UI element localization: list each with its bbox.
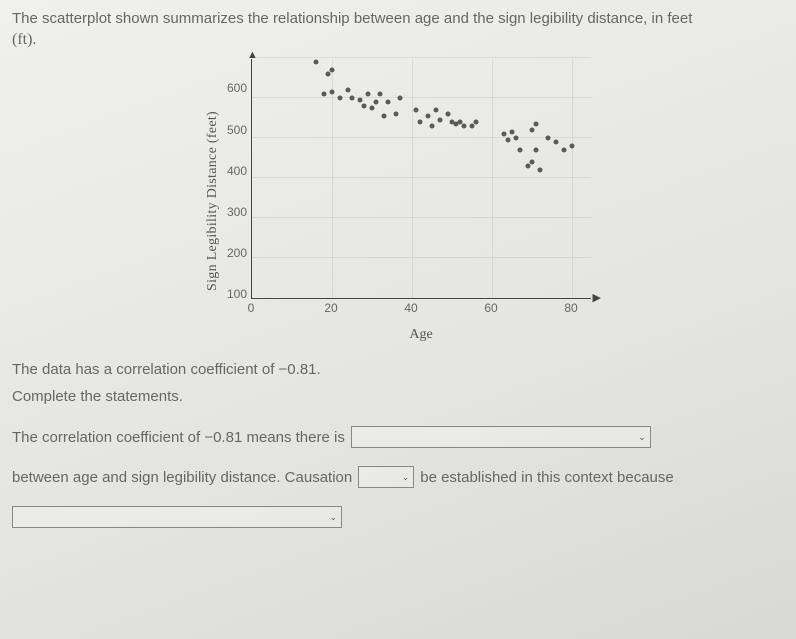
chevron-down-icon: ⌄ — [329, 512, 337, 523]
data-point — [530, 160, 535, 165]
data-point — [502, 132, 507, 137]
data-point — [370, 106, 375, 111]
data-point — [518, 148, 523, 153]
instruction-statement: Complete the statements. — [12, 386, 784, 409]
data-point — [554, 140, 559, 145]
data-point — [514, 136, 519, 141]
y-tick-label: 600 — [227, 81, 247, 95]
data-point — [562, 148, 567, 153]
sentence2-part-b: be established in this context because — [420, 469, 674, 486]
data-point — [338, 96, 343, 101]
y-tick-label: 500 — [227, 123, 247, 137]
y-axis-title: Sign Legibility Distance (feet) — [205, 111, 221, 291]
data-point — [546, 136, 551, 141]
gridline-h — [252, 177, 591, 178]
x-tick-label: 0 — [248, 301, 255, 315]
data-point — [382, 114, 387, 119]
select-causation[interactable]: ⌄ — [358, 466, 414, 488]
data-point — [474, 120, 479, 125]
y-tick-label: 100 — [227, 287, 247, 301]
statements-block: The data has a correlation coefficient o… — [12, 359, 784, 528]
select-reason[interactable]: ⌄ — [12, 506, 342, 528]
data-point — [462, 124, 467, 129]
data-point — [570, 144, 575, 149]
data-point — [510, 130, 515, 135]
data-point — [314, 60, 319, 65]
sentence2-part-a: between age and sign legibility distance… — [12, 469, 352, 486]
fill-row-1: The correlation coefficient of −0.81 mea… — [12, 426, 784, 448]
gridline-h — [252, 57, 591, 58]
data-point — [418, 120, 423, 125]
gridline-h — [252, 97, 591, 98]
data-point — [506, 138, 511, 143]
data-point — [350, 96, 355, 101]
data-point — [526, 164, 531, 169]
data-point — [330, 90, 335, 95]
gridline-h — [252, 217, 591, 218]
data-point — [430, 124, 435, 129]
data-point — [394, 112, 399, 117]
data-point — [434, 108, 439, 113]
data-point — [438, 118, 443, 123]
x-axis-ticks: 0 20 40 60 80 — [251, 299, 591, 313]
y-tick-label: 300 — [227, 205, 247, 219]
data-point — [426, 114, 431, 119]
coefficient-statement: The data has a correlation coefficient o… — [12, 359, 784, 382]
gridline-h — [252, 257, 591, 258]
data-point — [446, 112, 451, 117]
x-tick-label: 80 — [564, 301, 577, 315]
fill-row-2: between age and sign legibility distance… — [12, 466, 784, 488]
data-point — [386, 100, 391, 105]
data-point — [346, 88, 351, 93]
data-point — [398, 96, 403, 101]
gridline-v — [572, 59, 573, 298]
data-point — [534, 148, 539, 153]
gridline-v — [332, 59, 333, 298]
scatter-chart: Sign Legibility Distance (feet) 60050040… — [12, 59, 784, 343]
x-axis-arrow-icon: ▶ — [593, 291, 601, 304]
data-point — [374, 100, 379, 105]
data-point — [378, 92, 383, 97]
data-point — [326, 72, 331, 77]
data-point — [470, 124, 475, 129]
x-tick-label: 20 — [324, 301, 337, 315]
data-point — [366, 92, 371, 97]
data-point — [358, 98, 363, 103]
y-axis-arrow-icon: ▲ — [247, 49, 258, 61]
y-tick-label: 400 — [227, 164, 247, 178]
gridline-v — [412, 59, 413, 298]
x-tick-label: 60 — [484, 301, 497, 315]
question-line1: The scatterplot shown summarizes the rel… — [12, 10, 692, 27]
data-point — [330, 68, 335, 73]
select-relationship[interactable]: ⌄ — [351, 426, 651, 448]
gridline-v — [492, 59, 493, 298]
data-point — [534, 122, 539, 127]
data-point — [530, 128, 535, 133]
chevron-down-icon: ⌄ — [402, 472, 410, 483]
x-tick-label: 40 — [404, 301, 417, 315]
data-point — [362, 104, 367, 109]
x-axis-title: Age — [251, 327, 591, 343]
data-point — [322, 92, 327, 97]
data-point — [538, 168, 543, 173]
fill-row-3: ⌄ — [12, 506, 784, 528]
data-point — [414, 108, 419, 113]
plot-area: ▲ ▶ — [251, 59, 591, 299]
chevron-down-icon: ⌄ — [638, 432, 646, 443]
question-line2: (ft). — [12, 31, 36, 48]
gridline-h — [252, 137, 591, 138]
question-text: The scatterplot shown summarizes the rel… — [12, 8, 784, 51]
sentence1-part-a: The correlation coefficient of −0.81 mea… — [12, 429, 345, 446]
y-tick-label: 200 — [227, 246, 247, 260]
y-axis-ticks: 600 500 400 300 200 100 — [227, 81, 251, 321]
